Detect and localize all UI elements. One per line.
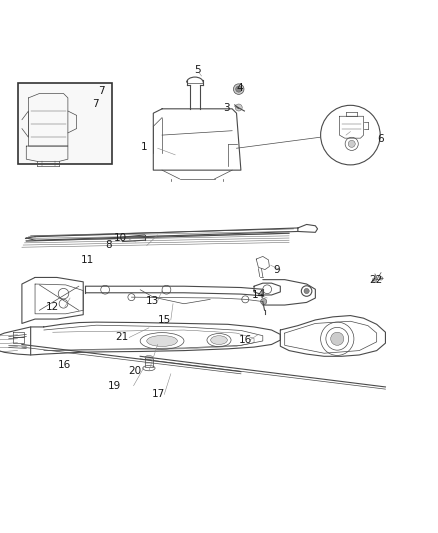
Circle shape [331,332,344,345]
Circle shape [321,106,380,165]
Text: 11: 11 [81,255,94,265]
Text: 7: 7 [92,99,99,109]
Text: 6: 6 [378,134,385,144]
Text: 20: 20 [128,366,141,376]
Text: 19: 19 [108,381,121,391]
Text: 14: 14 [252,290,265,301]
Text: 10: 10 [114,233,127,243]
Circle shape [372,278,377,282]
Text: 12: 12 [46,302,59,312]
Text: 13: 13 [146,296,159,305]
Circle shape [58,288,69,299]
Bar [18,83,112,164]
Text: 8: 8 [105,240,112,251]
Circle shape [59,300,68,308]
Ellipse shape [143,366,155,371]
Text: 17: 17 [152,390,165,399]
Circle shape [345,138,358,150]
Circle shape [263,285,272,294]
Ellipse shape [145,356,153,360]
Circle shape [233,84,244,94]
Circle shape [348,140,355,147]
Text: 5: 5 [194,65,201,75]
Circle shape [301,286,312,296]
Circle shape [128,294,135,301]
Circle shape [162,285,171,294]
Text: 4: 4 [237,83,244,93]
Ellipse shape [211,336,227,344]
Circle shape [261,298,267,304]
Text: 1: 1 [141,142,148,152]
Circle shape [304,288,309,294]
Circle shape [235,104,242,111]
Text: 9: 9 [273,265,280,275]
Ellipse shape [207,334,231,346]
Text: 16: 16 [58,360,71,370]
Text: 22: 22 [369,274,382,285]
Circle shape [101,285,110,294]
Ellipse shape [147,335,177,346]
Circle shape [236,86,242,92]
Circle shape [379,277,383,280]
Text: 16: 16 [239,335,252,345]
Text: 7: 7 [99,86,105,96]
Circle shape [242,296,249,303]
Text: 21: 21 [115,333,128,343]
Text: 3: 3 [223,103,230,113]
Circle shape [321,322,354,356]
Circle shape [326,327,349,350]
Text: 15: 15 [158,315,171,325]
Ellipse shape [140,333,184,349]
